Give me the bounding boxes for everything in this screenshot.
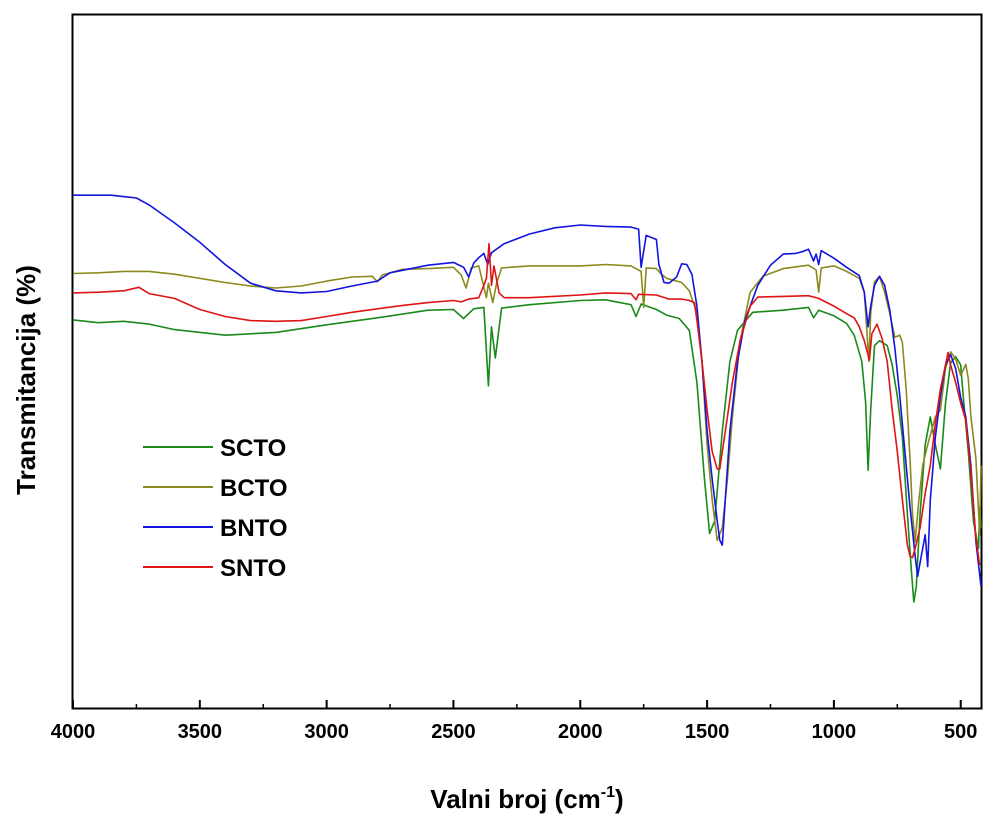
series-line-snto (72, 242, 981, 566)
x-axis-label: Valni broj (cm-1) (430, 784, 623, 814)
x-tick-label: 4000 (51, 721, 96, 743)
series-line-bcto (72, 263, 982, 543)
x-ticks: 4000 3500 3000 2500 2000 1500 1000 500 (51, 700, 977, 743)
x-tick-label: 500 (944, 721, 977, 743)
series-group (72, 194, 982, 603)
series-line-scto (72, 299, 982, 603)
x-tick-label: 1500 (685, 721, 730, 743)
legend-label-bcto: BCTO (220, 475, 288, 502)
series-line-bnto (73, 194, 982, 587)
x-axis-label-text: Valni broj (cm (430, 784, 601, 814)
legend-label-scto: SCTO (220, 435, 286, 462)
x-axis-label-superscript: -1 (601, 784, 615, 801)
x-tick-label: 3500 (178, 721, 223, 743)
legend: SCTO BCTO BNTO SNTO (143, 435, 288, 582)
legend-label-snto: SNTO (220, 555, 286, 582)
axes (71, 13, 983, 710)
legend-label-bnto: BNTO (220, 515, 288, 542)
x-axis-label-close: ) (615, 784, 624, 814)
x-tick-label: 1000 (812, 721, 857, 743)
x-tick-label: 2000 (558, 721, 603, 743)
plot-frame (71, 13, 983, 710)
y-axis-label: Transmitancija (%) (11, 265, 41, 495)
x-tick-label: 2500 (431, 721, 476, 743)
x-tick-label: 3000 (304, 721, 349, 743)
